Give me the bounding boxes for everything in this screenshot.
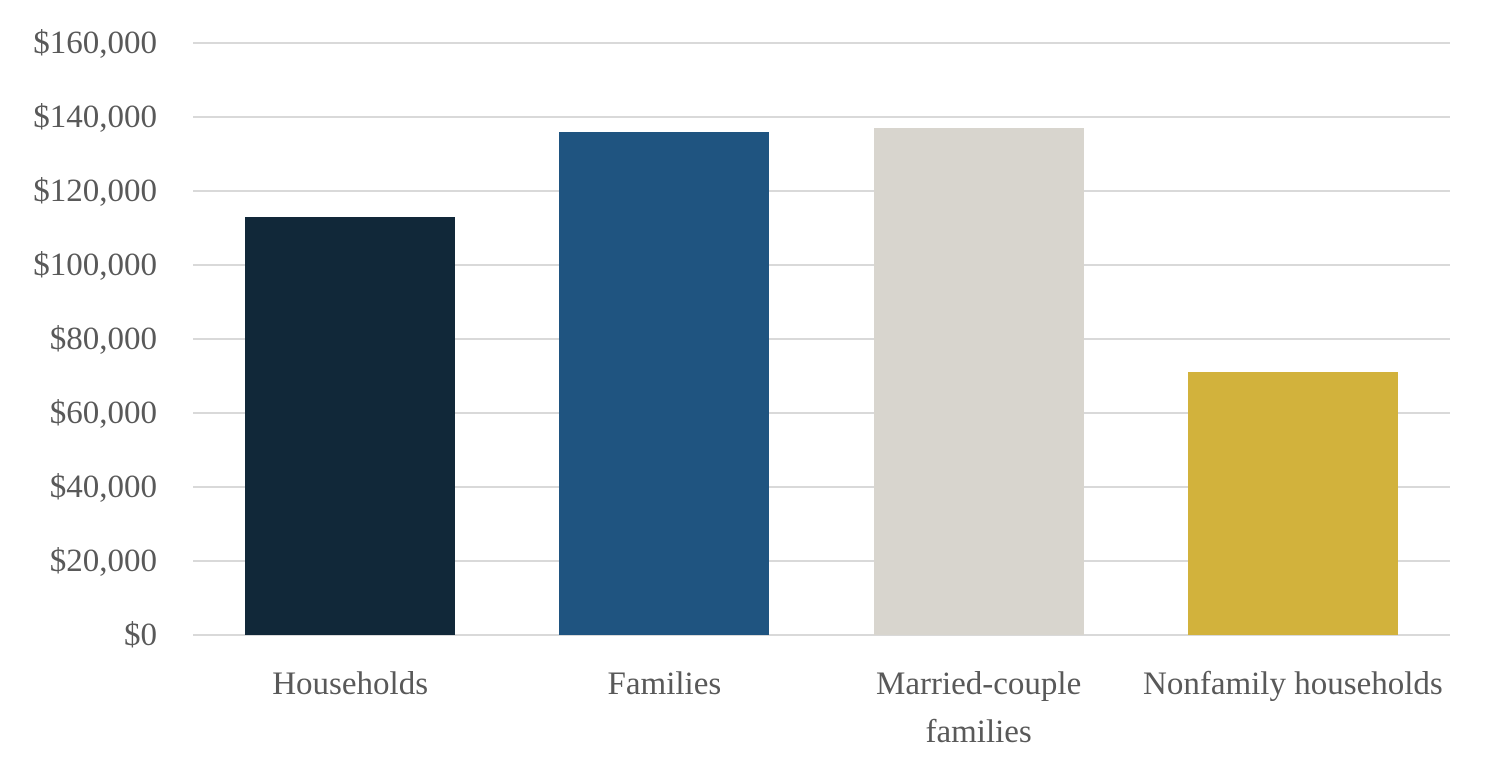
gridline [193,634,1450,636]
x-axis-category-label: Households [272,666,429,702]
bar-married-couple-families [873,128,1084,635]
y-axis-tick-label: $120,000 [33,173,157,209]
gridline [193,42,1450,44]
bar-nonfamily-households [1187,372,1398,635]
gridline [193,116,1450,118]
x-axis-category-label: Families [607,666,722,702]
y-axis-tick-label: $100,000 [33,247,157,283]
x-axis-category-label: Married-couple families [876,666,1082,750]
y-axis-tick-label: $60,000 [49,395,157,431]
bar-households [245,216,456,635]
y-axis-tick-label: $80,000 [49,321,157,357]
y-axis-tick-label: $20,000 [49,543,157,579]
y-axis-tick-label: $40,000 [49,469,157,505]
bar-families [559,131,770,635]
y-axis-tick-label: $160,000 [33,25,157,61]
gridline [193,486,1450,488]
y-axis-tick-label: $0 [124,617,157,653]
gridline [193,190,1450,192]
gridline [193,264,1450,266]
gridline [193,560,1450,562]
y-axis-tick-label: $140,000 [33,99,157,135]
gridline [193,412,1450,414]
gridline [193,338,1450,340]
x-axis-category-label: Nonfamily households [1143,666,1443,702]
